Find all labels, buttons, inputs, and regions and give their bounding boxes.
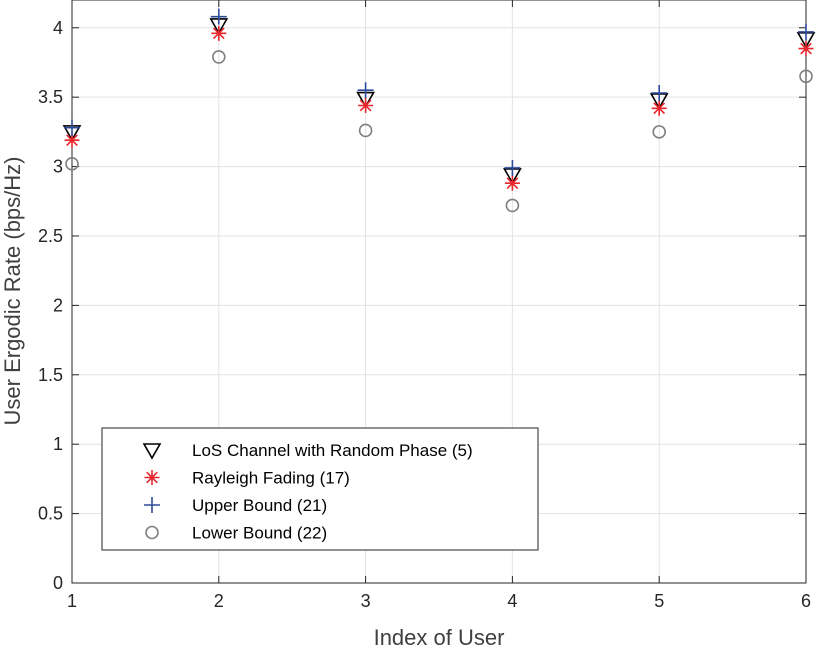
- x-tick-label: 5: [654, 591, 664, 611]
- data-marks: [62, 8, 816, 213]
- y-tick-label: 0: [53, 573, 63, 593]
- series-2: [64, 25, 814, 191]
- axes-box: [71, 0, 807, 584]
- legend-marker: [144, 497, 160, 513]
- y-tick-label: 2.5: [38, 226, 63, 246]
- data-point: [651, 85, 668, 102]
- x-tick-label: 3: [361, 591, 371, 611]
- series-3: [64, 8, 814, 176]
- data-point: [798, 23, 814, 40]
- x-tick-label: 2: [214, 591, 224, 611]
- x-tick-label: 6: [801, 591, 811, 611]
- y-tick-label: 3: [53, 157, 63, 177]
- data-point: [799, 69, 813, 84]
- series-4: [65, 50, 813, 213]
- data-point: [652, 125, 667, 139]
- x-tick-label: 1: [67, 591, 77, 611]
- data-point: [64, 119, 80, 136]
- legend-item: Lower Bound (22): [145, 524, 327, 543]
- legend: LoS Channel with Random Phase (5) Rayleig…: [101, 427, 539, 551]
- legend-marker: [144, 470, 160, 485]
- data-point: [651, 100, 667, 116]
- data-point: [357, 82, 374, 99]
- data-point: [504, 175, 520, 191]
- y-tick-label: 1.5: [38, 365, 63, 385]
- y-tick-label: 4: [53, 18, 63, 38]
- data-point: [358, 123, 373, 138]
- x-axis-label: Index of User: [374, 625, 505, 650]
- y-tick-label: 2: [53, 295, 63, 315]
- data-point: [65, 156, 79, 171]
- legend-item: Upper Bound (21): [144, 496, 327, 515]
- legend-label: LoS Channel with Random Phase (5): [192, 441, 473, 460]
- data-point: [210, 8, 227, 25]
- legend-box: [101, 427, 539, 551]
- data-point: [358, 97, 374, 113]
- y-tick-label: 3.5: [38, 87, 63, 107]
- y-tick-label: 1: [53, 434, 63, 454]
- data-point: [212, 50, 226, 64]
- y-axis-label: User Ergodic Rate (bps/Hz): [0, 157, 25, 426]
- x-tick-label: 4: [507, 591, 517, 611]
- legend-label: Rayleigh Fading (17): [192, 469, 350, 488]
- data-point: [798, 41, 814, 57]
- legend-item: Rayleigh Fading (17): [144, 469, 350, 488]
- legend-item: LoS Channel with Random Phase (5): [142, 441, 473, 460]
- data-point: [504, 159, 521, 176]
- legend-label: Lower Bound (22): [192, 524, 327, 543]
- y-tick-label: 0.5: [38, 504, 63, 524]
- legend-marker: [145, 525, 159, 540]
- data-point: [64, 132, 80, 148]
- data-point: [505, 198, 520, 213]
- legend-marker: [142, 443, 162, 460]
- data-point: [211, 25, 227, 41]
- legend-label: Upper Bound (21): [192, 496, 327, 515]
